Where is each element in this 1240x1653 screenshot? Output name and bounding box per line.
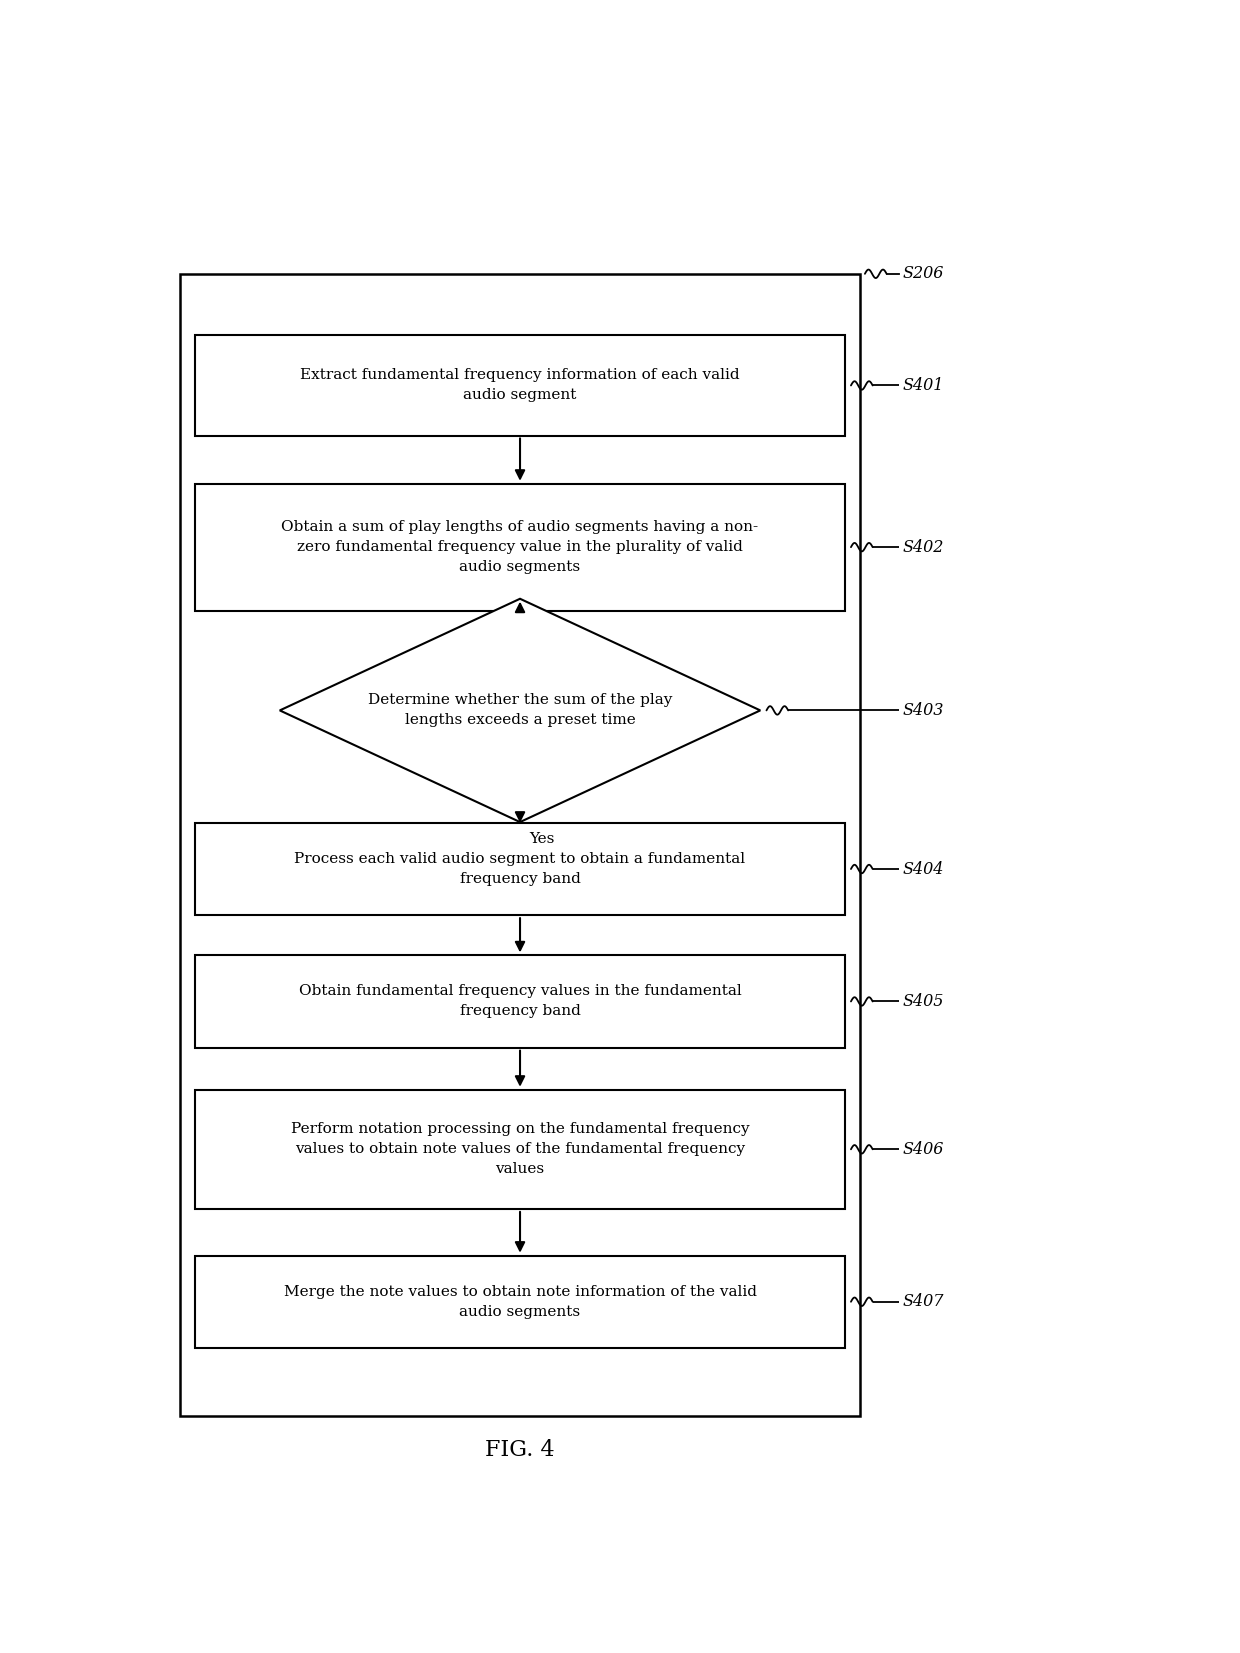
Text: S404: S404 (903, 861, 944, 878)
Bar (196, 484, 844, 610)
Text: Determine whether the sum of the play
lengths exceeds a preset time: Determine whether the sum of the play le… (368, 693, 672, 727)
Bar (196, 336, 844, 435)
Text: S402: S402 (903, 539, 944, 555)
Bar (196, 1256, 844, 1347)
Bar (196, 823, 844, 916)
Polygon shape (280, 598, 760, 822)
Text: Obtain a sum of play lengths of audio segments having a non-
zero fundamental fr: Obtain a sum of play lengths of audio se… (281, 521, 759, 574)
Bar (180, 274, 861, 1415)
Text: S401: S401 (903, 377, 944, 393)
Text: Merge the note values to obtain note information of the valid
audio segments: Merge the note values to obtain note inf… (284, 1284, 756, 1319)
Bar (196, 1089, 844, 1208)
Text: Process each valid audio segment to obtain a fundamental
frequency band: Process each valid audio segment to obta… (294, 851, 745, 886)
Text: S206: S206 (903, 266, 944, 283)
Text: FIG. 4: FIG. 4 (485, 1438, 554, 1461)
Text: Extract fundamental frequency information of each valid
audio segment: Extract fundamental frequency informatio… (300, 369, 740, 402)
Text: S403: S403 (903, 703, 944, 719)
Text: Obtain fundamental frequency values in the fundamental
frequency band: Obtain fundamental frequency values in t… (299, 985, 742, 1018)
Text: S405: S405 (903, 993, 944, 1010)
Text: S407: S407 (903, 1293, 944, 1311)
Text: Perform notation processing on the fundamental frequency
values to obtain note v: Perform notation processing on the funda… (290, 1122, 749, 1177)
Text: Yes: Yes (529, 831, 554, 846)
Text: S406: S406 (903, 1141, 944, 1157)
Bar (196, 955, 844, 1048)
